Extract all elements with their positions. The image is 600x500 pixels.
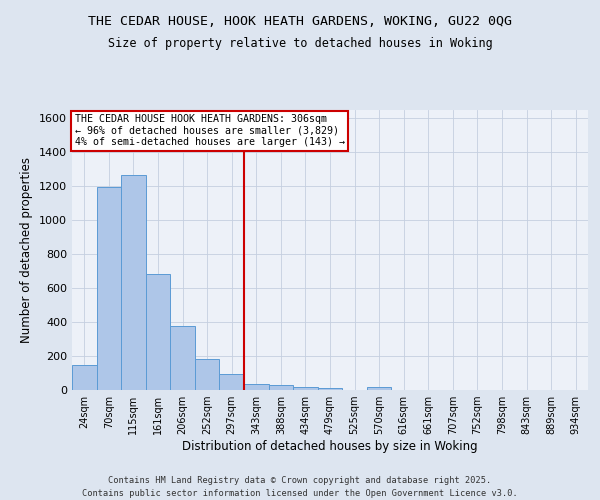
Bar <box>170 326 195 390</box>
Bar <box>146 274 170 390</box>
Bar <box>244 384 269 390</box>
Text: Size of property relative to detached houses in Woking: Size of property relative to detached ho… <box>107 38 493 51</box>
Text: THE CEDAR HOUSE, HOOK HEATH GARDENS, WOKING, GU22 0QG: THE CEDAR HOUSE, HOOK HEATH GARDENS, WOK… <box>88 15 512 28</box>
Text: THE CEDAR HOUSE HOOK HEATH GARDENS: 306sqm
← 96% of detached houses are smaller : THE CEDAR HOUSE HOOK HEATH GARDENS: 306s… <box>74 114 344 148</box>
Bar <box>72 364 97 390</box>
Bar <box>318 388 342 390</box>
Bar <box>97 187 121 390</box>
Bar <box>220 374 244 390</box>
Bar <box>121 176 146 390</box>
Y-axis label: Number of detached properties: Number of detached properties <box>20 157 34 343</box>
Text: Contains HM Land Registry data © Crown copyright and database right 2025.
Contai: Contains HM Land Registry data © Crown c… <box>82 476 518 498</box>
Bar <box>269 384 293 390</box>
Bar <box>293 386 318 390</box>
Bar <box>367 387 391 390</box>
Bar <box>195 360 220 390</box>
X-axis label: Distribution of detached houses by size in Woking: Distribution of detached houses by size … <box>182 440 478 453</box>
